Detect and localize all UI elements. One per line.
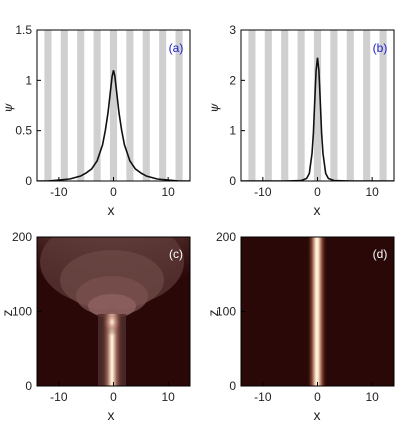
y-tick-label: 200 [12,230,32,244]
y-tick-label: 3 [229,23,236,37]
lattice-stripe [363,30,371,181]
x-axis-label-d: x [314,407,321,423]
x-tick-label: 10 [161,185,175,199]
panel-label-b: (b) [373,41,388,55]
y-axis-label-d: z [205,310,221,317]
x-tick-label: 0 [110,390,117,404]
y-tick-label: 1 [229,124,236,138]
line-series-a [37,70,190,181]
panel-a: -10 0 10 0 0.5 1 1.5 x ψ (a) [1,23,199,218]
y-tick-label: 0 [25,174,32,188]
lattice-stripe [28,30,35,181]
y-axis-label-c: z [0,310,15,317]
lattice-stripe [126,30,134,181]
x-tick-label: 10 [365,185,379,199]
y-tick-label: 100 [12,305,32,319]
lattice-stripe [248,30,256,181]
y-tick-label: 0 [229,174,236,188]
lattice-stripe [159,30,167,181]
x-tick-label: -10 [50,185,68,199]
lattice-stripe [379,30,387,181]
lattice-stripe [297,30,305,181]
x-tick-label: -10 [254,390,272,404]
y-tick-label: 0 [25,379,32,393]
lattice-stripes-b [232,30,403,181]
x-tick-label: 10 [161,390,175,404]
lattice-stripe [330,30,338,181]
lattice-stripe [313,30,322,181]
x-tick-label: 10 [365,390,379,404]
x-tick-label: 0 [314,390,321,404]
y-axis-label-b: ψ [207,103,221,113]
ticks-a: -10 0 10 0 0.5 1 1.5 [15,23,175,199]
panel-b: -10 0 10 0 1 2 3 x ψ (b) [207,23,403,218]
x-axis-label-c: x [108,407,115,423]
lattice-stripe [281,30,289,181]
lattice-stripe [44,30,52,181]
heatmap-c [37,237,190,386]
x-tick-label: 0 [314,185,321,199]
x-tick-label: -10 [50,390,68,404]
heatmap-d [241,237,394,386]
lattice-stripe [142,30,150,181]
line-series-b [241,57,394,181]
lattice-stripe [346,30,354,181]
panel-label-a: (a) [169,41,184,55]
y-tick-label: 0.5 [15,124,32,138]
y-tick-label: 200 [216,230,236,244]
panel-label-c: (c) [169,247,183,261]
lattice-stripe [60,30,68,181]
y-axis-label-a: ψ [1,103,15,113]
lattice-stripe [175,30,183,181]
lattice-stripe [109,30,118,181]
x-axis-label-a: x [108,202,115,218]
lattice-stripe [264,30,272,181]
lattice-stripes-a [28,30,199,181]
lattice-stripe [77,30,85,181]
lattice-stripe [396,30,403,181]
x-axis-label-b: x [314,202,321,218]
lattice-stripe [192,30,199,181]
y-tick-label: 1 [25,73,32,87]
y-tick-label: 2 [229,73,236,87]
panel-label-d: (d) [373,247,388,261]
ticks-b: -10 0 10 0 1 2 3 [229,23,379,199]
y-tick-label: 100 [216,305,236,319]
x-tick-label: 0 [110,185,117,199]
lattice-stripe [93,30,101,181]
lattice-stripe [232,30,239,181]
y-tick-label: 0 [229,379,236,393]
x-tick-label: -10 [254,185,272,199]
y-tick-label: 1.5 [15,23,32,37]
